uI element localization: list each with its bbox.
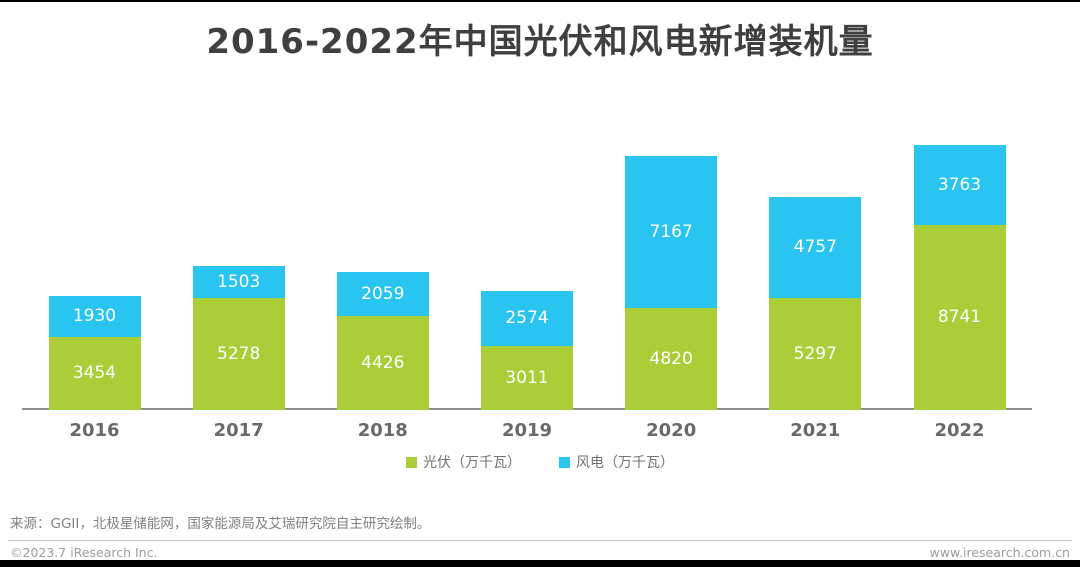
legend-item-wind: 风电（万千瓦）: [559, 452, 674, 472]
copyright-text: ©2023.7 iResearch Inc.: [10, 545, 158, 560]
footer-divider: [8, 540, 1072, 541]
x-axis-label-2020: 2020: [646, 420, 697, 441]
bar-group-2016: 1930 3454: [48, 296, 141, 410]
wind-value-label: 7167: [649, 221, 693, 242]
bar-group-2021: 4757 5297: [769, 197, 862, 410]
x-axis-label-2017: 2017: [213, 420, 264, 441]
pv-value-label: 8741: [937, 307, 982, 327]
pv-swatch-icon: [406, 456, 417, 468]
bar-group-2022: 3763 8741: [913, 145, 1006, 410]
x-axis-label-2016: 2016: [69, 420, 120, 441]
wind-value-label: 2574: [505, 308, 549, 328]
source-note: 来源：GGII，北极星储能网，国家能源局及艾瑞研究院自主研究绘制。: [10, 516, 431, 532]
bar-group-2020: 7167 4820: [625, 156, 718, 410]
wind-value-label: 2059: [361, 283, 405, 304]
website-url: www.iresearch.com.cn: [929, 545, 1071, 560]
x-axis-label-2021: 2021: [790, 420, 841, 441]
pv-value-label: 5297: [793, 343, 837, 364]
wind-value-label: 3763: [937, 174, 982, 195]
pv-segment-2020: 4820: [625, 308, 718, 410]
pv-value-label: 4426: [361, 352, 405, 373]
legend-item-pv: 光伏（万千瓦）: [406, 452, 521, 472]
pv-value-label: 3011: [505, 367, 549, 388]
pv-segment-2022: 8741: [913, 225, 1006, 410]
chart-title: 2016-2022年中国光伏和风电新增装机量: [206, 22, 874, 62]
x-axis-label-2022: 2022: [934, 420, 985, 441]
bar-group-2018: 2059 4426: [336, 272, 429, 410]
pv-value-label: 5278: [217, 343, 261, 364]
wind-swatch-icon: [559, 456, 570, 468]
wind-segment-2018: 2059: [336, 272, 429, 316]
pv-segment-2016: 3454: [48, 337, 141, 410]
legend-label-wind: 风电（万千瓦）: [576, 455, 674, 471]
pv-segment-2017: 5278: [192, 298, 285, 410]
pv-segment-2019: 3011: [481, 346, 573, 410]
wind-segment-2022: 3763: [913, 145, 1006, 225]
top-black-strip: [0, 0, 1080, 2]
bar-group-2017: 1503 5278: [192, 266, 285, 410]
wind-value-label: 1930: [72, 306, 117, 326]
pv-segment-2018: 4426: [336, 316, 429, 410]
pv-segment-2021: 5297: [769, 298, 862, 410]
wind-segment-2020: 7167: [625, 156, 718, 308]
pv-value-label: 4820: [649, 348, 693, 369]
wind-segment-2019: 2574: [481, 291, 573, 346]
pv-value-label: 3454: [72, 363, 117, 383]
x-axis-label-2018: 2018: [357, 420, 408, 441]
x-axis-label-2019: 2019: [501, 420, 553, 441]
wind-value-label: 1503: [217, 271, 261, 292]
wind-segment-2016: 1930: [48, 296, 141, 337]
legend: 光伏（万千瓦） 风电（万千瓦）: [0, 452, 1080, 472]
wind-segment-2017: 1503: [192, 266, 285, 298]
wind-value-label: 4757: [793, 237, 837, 257]
bar-group-2019: 2574 3011: [481, 291, 573, 410]
legend-label-pv: 光伏（万千瓦）: [423, 455, 521, 471]
bottom-black-strip: [0, 560, 1080, 567]
wind-segment-2021: 4757: [769, 197, 862, 298]
